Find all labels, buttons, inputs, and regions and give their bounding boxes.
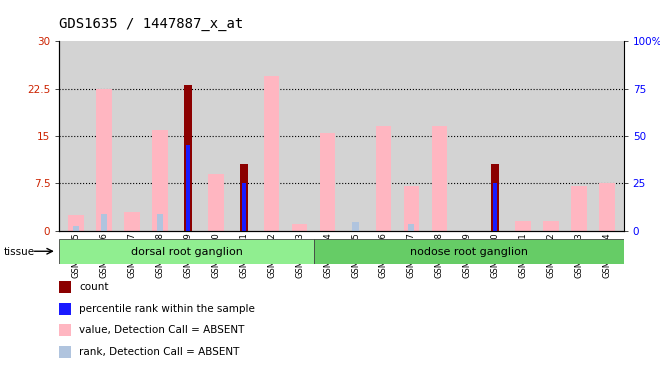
Bar	[599, 183, 614, 231]
Bar	[96, 88, 112, 231]
Bar	[157, 214, 163, 231]
FancyBboxPatch shape	[314, 239, 624, 264]
Bar	[208, 174, 224, 231]
Bar	[73, 226, 79, 231]
Bar	[183, 86, 192, 231]
Bar	[492, 214, 498, 231]
Bar	[491, 164, 500, 231]
Bar	[264, 76, 279, 231]
Text: percentile rank within the sample: percentile rank within the sample	[79, 304, 255, 313]
Bar	[69, 215, 84, 231]
Bar	[572, 186, 587, 231]
Bar	[242, 183, 246, 231]
Bar	[409, 224, 414, 231]
Text: dorsal root ganglion: dorsal root ganglion	[131, 247, 242, 256]
Text: nodose root ganglion: nodose root ganglion	[410, 247, 527, 256]
Bar	[376, 126, 391, 231]
Bar	[124, 211, 140, 231]
Text: value, Detection Call = ABSENT: value, Detection Call = ABSENT	[79, 326, 245, 335]
Text: GDS1635 / 1447887_x_at: GDS1635 / 1447887_x_at	[59, 17, 244, 31]
Text: count: count	[79, 282, 109, 292]
Bar	[543, 221, 559, 231]
Text: tissue: tissue	[3, 247, 34, 257]
Bar	[493, 183, 497, 231]
Bar	[240, 164, 248, 231]
Bar	[320, 133, 335, 231]
Bar	[352, 222, 358, 231]
Bar	[515, 221, 531, 231]
Bar	[404, 186, 419, 231]
Bar	[152, 130, 168, 231]
Bar	[101, 214, 107, 231]
FancyBboxPatch shape	[59, 239, 314, 264]
Bar	[186, 146, 190, 231]
Text: rank, Detection Call = ABSENT: rank, Detection Call = ABSENT	[79, 347, 240, 357]
Bar	[292, 224, 308, 231]
Bar	[432, 126, 447, 231]
